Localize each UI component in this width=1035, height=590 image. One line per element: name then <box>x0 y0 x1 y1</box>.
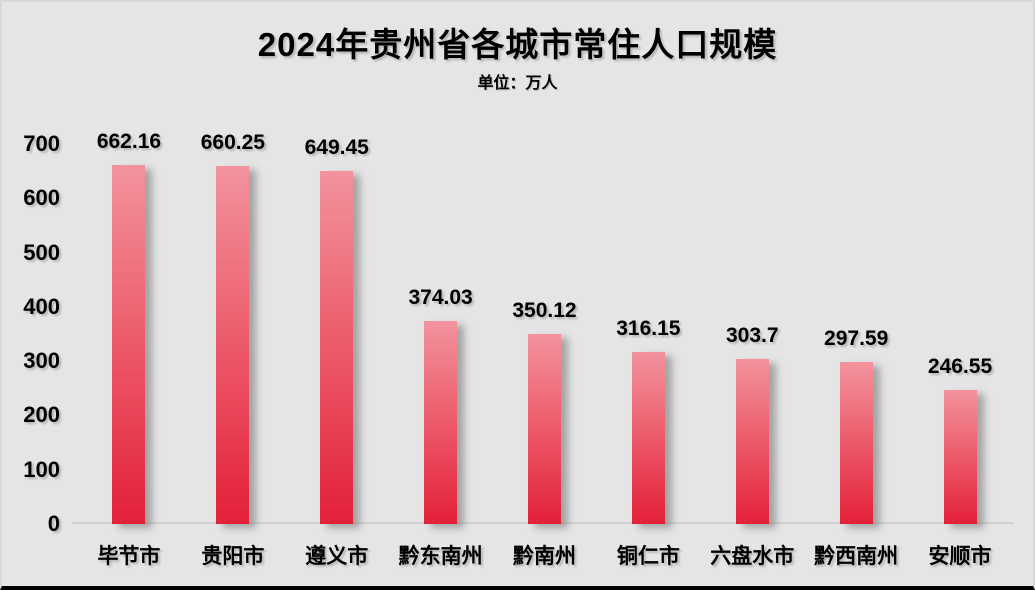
bar <box>839 362 873 524</box>
y-axis-tick-label: 700 <box>23 131 60 156</box>
bar <box>320 171 354 524</box>
x-axis-category-label: 黔南州 <box>513 545 576 568</box>
bar <box>424 320 458 524</box>
x-axis-category-label: 黔西南州 <box>814 545 899 568</box>
y-axis-tick-label: 100 <box>23 456 60 482</box>
x-axis-category-label: 贵阳市 <box>201 545 265 568</box>
y-axis-tick-label: 200 <box>23 402 60 428</box>
bar <box>943 390 977 524</box>
bar <box>631 352 665 524</box>
x-axis-category-label: 遵义市 <box>305 545 369 568</box>
plot-area: 662.16 660.25 649.45 374.03 350.12 316.15 303.… <box>77 130 1012 524</box>
bar-value-label: 316.15 <box>616 317 681 341</box>
bar <box>112 164 146 524</box>
y-axis-tick-label: 400 <box>23 293 60 319</box>
chart-unit-label: 单位：万人 <box>477 75 558 92</box>
x-axis-category-label: 铜仁市 <box>616 545 680 568</box>
y-axis-tick-label: 0 <box>47 511 60 536</box>
x-axis-category-label: 六盘水市 <box>710 545 795 568</box>
y-axis-tick-label: 500 <box>23 239 60 265</box>
bar <box>216 165 250 524</box>
x-axis-category-label: 黔东南州 <box>398 545 483 568</box>
bar-value-label: 297.59 <box>824 327 889 351</box>
x-axis-category-label: 毕节市 <box>97 545 161 568</box>
bar <box>735 359 769 524</box>
y-axis: 0 100 200 300 400 500 600 700 <box>2 131 60 536</box>
bar-value-label: 374.03 <box>408 285 473 309</box>
chart-title: 2024年贵州省各城市常住人口规模 <box>257 26 778 63</box>
bar <box>528 333 561 524</box>
bar-value-label: 246.55 <box>927 355 993 379</box>
y-axis-tick-label: 300 <box>23 348 60 374</box>
y-axis-tick-label: 600 <box>23 185 60 211</box>
x-axis-category-label: 安顺市 <box>928 545 992 568</box>
bar-value-label: 660.25 <box>200 130 265 154</box>
bar-value-label: 662.16 <box>96 129 162 153</box>
bar-value-label: 649.45 <box>304 136 369 160</box>
bar-value-label: 350.12 <box>512 298 577 322</box>
bar-value-label: 303.7 <box>725 324 779 348</box>
x-axis: 毕节市 贵阳市 遵义市 黔东南州 黔南州 铜仁市 六盘水市 黔西南州 安顺市 <box>77 540 1012 574</box>
